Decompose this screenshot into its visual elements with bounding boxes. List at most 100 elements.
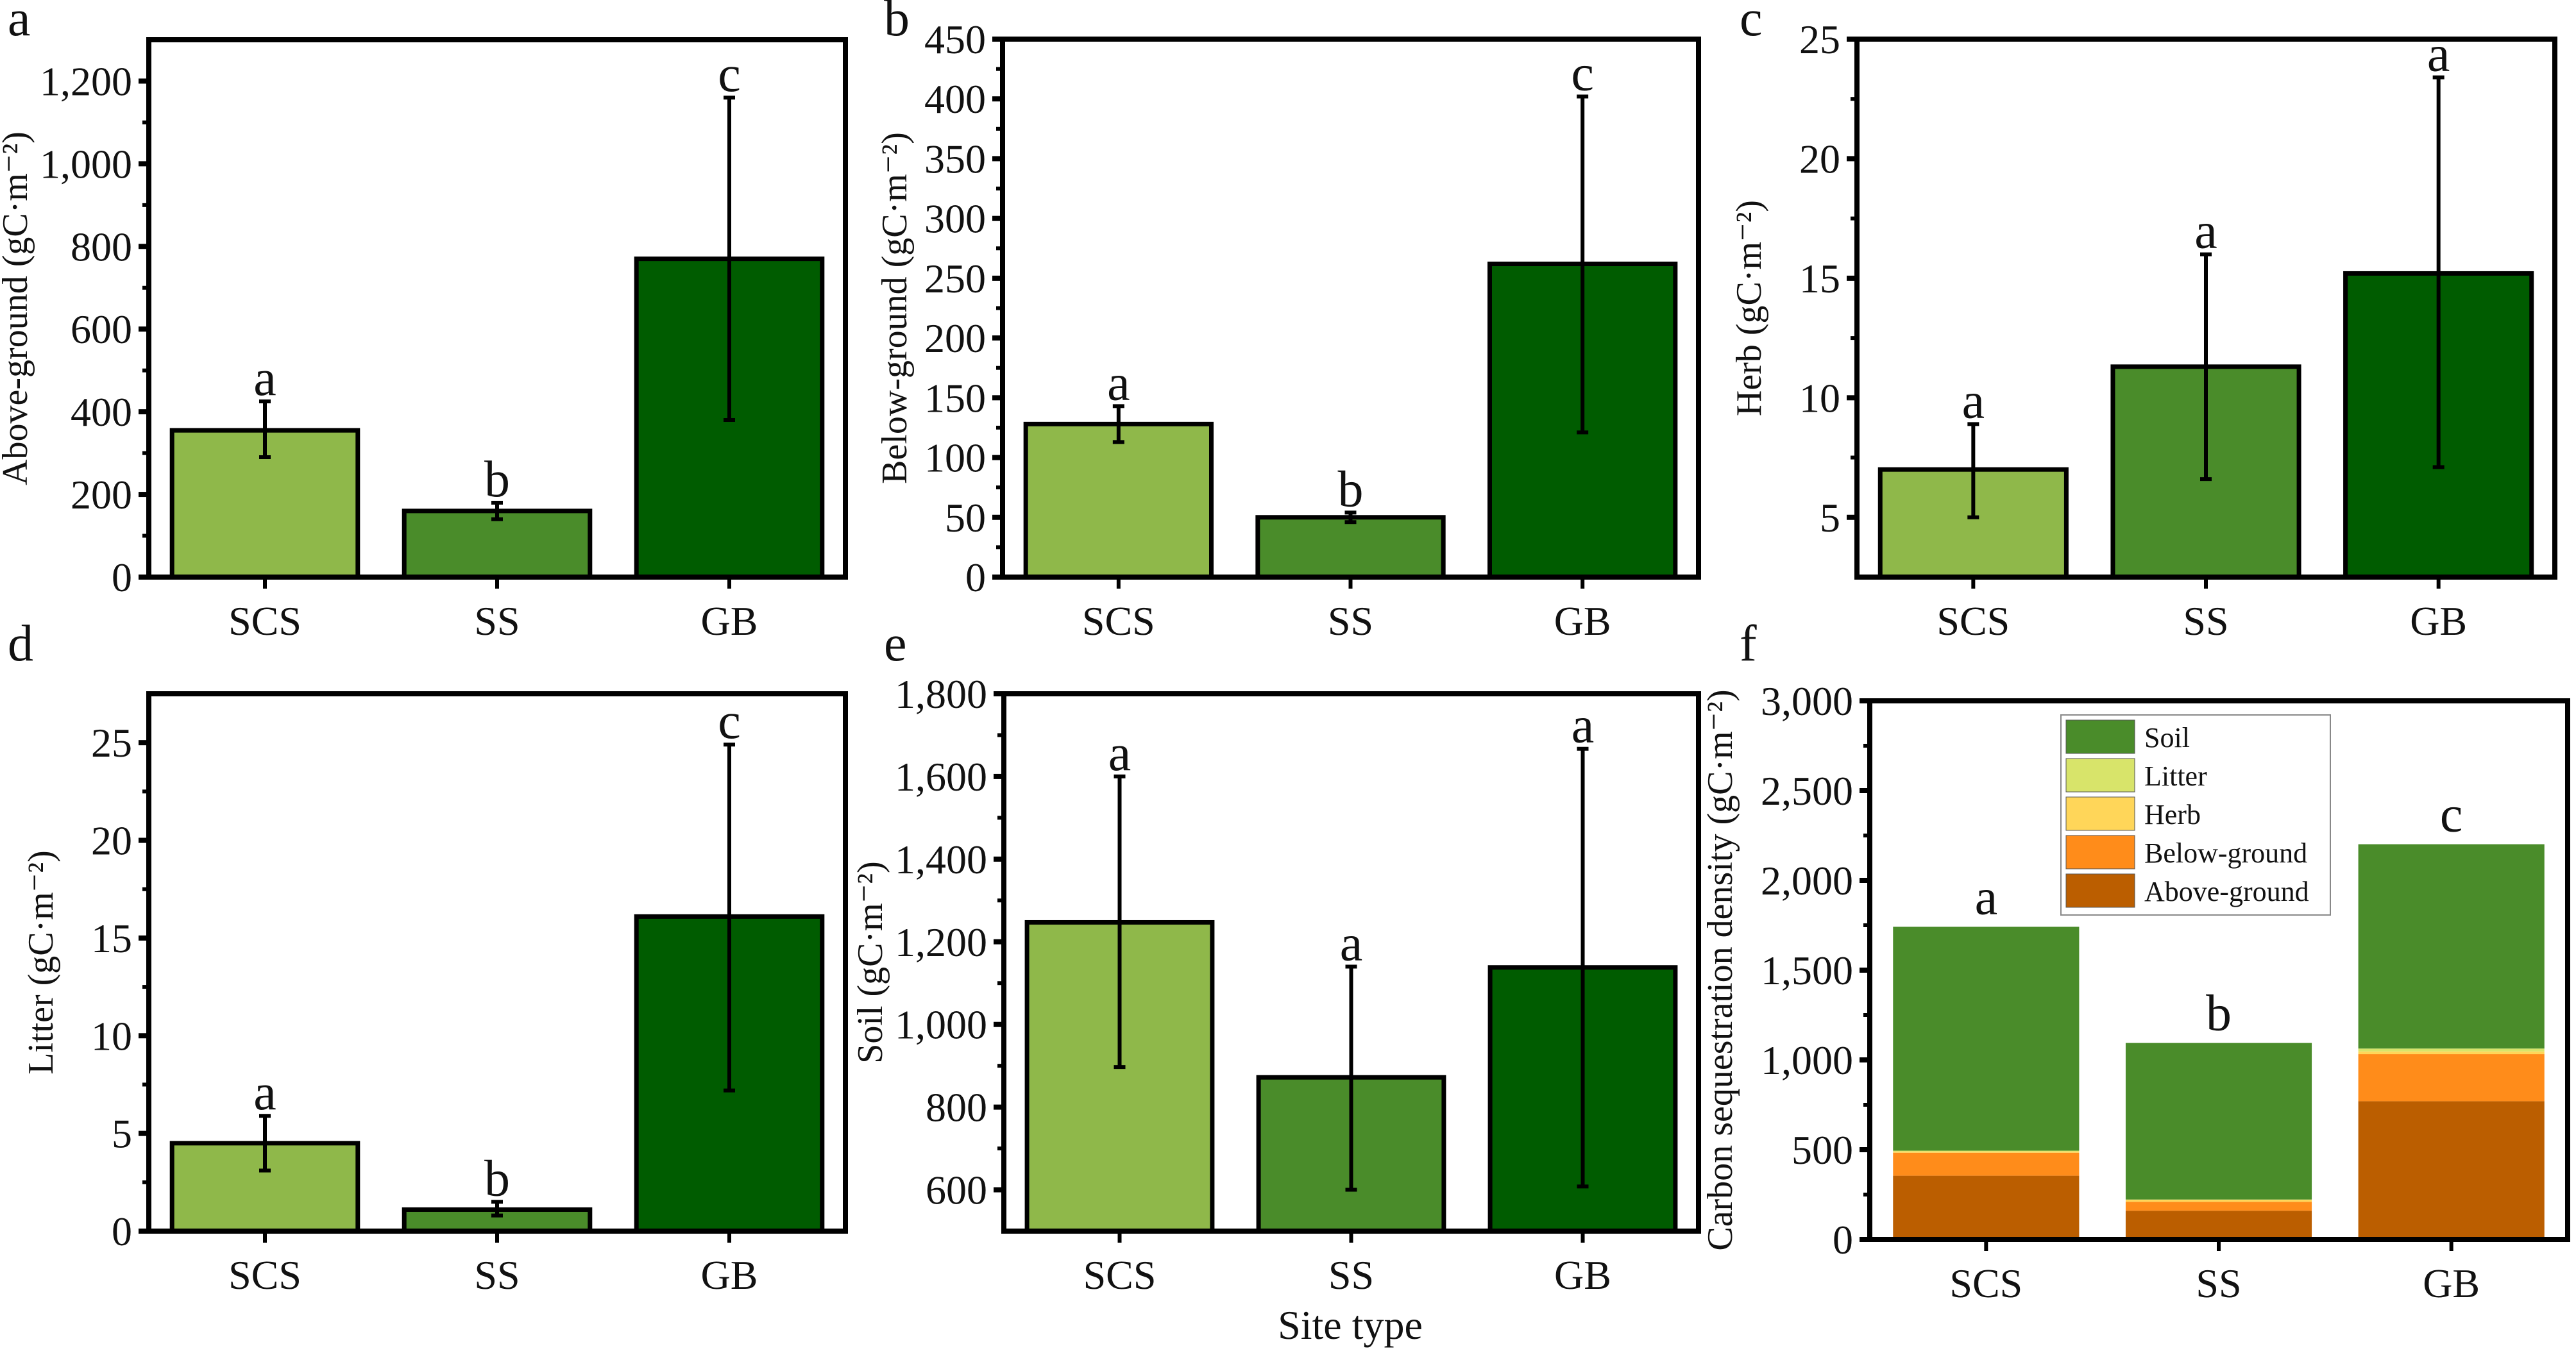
y-tick-label: 20 <box>91 818 132 864</box>
y-tick-label: 100 <box>924 435 986 481</box>
significance-letter: b <box>484 1150 510 1207</box>
stacked-segment-herb-ss <box>2125 1200 2312 1202</box>
y-tick-label: 25 <box>91 720 132 766</box>
x-tick-label-ss: SS <box>2183 598 2228 644</box>
panel-letter-c: c <box>1740 0 1763 47</box>
x-tick-label-gb: GB <box>2423 1261 2480 1306</box>
stacked-segment-below-ground-gb <box>2358 1054 2545 1102</box>
y-tick-label: 400 <box>924 76 986 122</box>
y-tick-label: 3,000 <box>1761 678 1853 724</box>
y-tick-label: 2,000 <box>1761 858 1853 903</box>
x-tick-label-ss: SS <box>1328 1252 1374 1298</box>
significance-letter: a <box>253 1064 276 1121</box>
panel-f: f a b c Soil Litter Herb Below-ground Above-grou… <box>1700 616 2570 1306</box>
y-tick-label: 1,500 <box>1761 948 1853 993</box>
significance-letter: a <box>1340 915 1363 971</box>
stacked-segment-herb-scs <box>1893 1151 2080 1153</box>
significance-letter: a <box>1108 725 1131 782</box>
significance-letter: a <box>2427 26 2450 83</box>
legend-swatch-above-ground <box>2065 873 2135 908</box>
y-tick-label: 10 <box>91 1013 132 1059</box>
x-tick-label-scs: SCS <box>1082 598 1155 644</box>
x-tick-label-scs: SCS <box>1083 1252 1157 1298</box>
y-tick-label: 15 <box>91 916 132 961</box>
panel-letter-f: f <box>1740 616 1757 672</box>
legend: Soil Litter Herb Below-ground Above-ground <box>2060 714 2331 916</box>
x-tick-label-ss: SS <box>474 598 520 644</box>
significance-letter: b <box>1338 461 1364 517</box>
significance-letter: b <box>484 451 510 508</box>
legend-label: Soil <box>2144 722 2190 753</box>
common-x-axis-title: Site type <box>1278 1302 1423 1348</box>
legend-label: Litter <box>2144 760 2207 792</box>
panel-d: d a b c 0 5 10 15 20 25 SCS SS GB Litter (gC·m⁻²) <box>8 616 848 1298</box>
y-tick-label: 200 <box>924 315 986 361</box>
significance-letter: a <box>1962 373 1985 429</box>
y-tick-label: 1,800 <box>895 671 987 717</box>
stacked-segment-above-ground-gb <box>2358 1101 2545 1239</box>
y-tick-label: 5 <box>1820 495 1840 541</box>
y-tick-label: 2,500 <box>1761 768 1853 814</box>
y-tick-label: 1,200 <box>895 919 987 965</box>
panel-e: e a a a 600 800 1,000 1,200 1,400 1,600 1,800 SCS SS… <box>851 616 1701 1298</box>
x-tick-label-gb: GB <box>701 1252 758 1298</box>
stacked-segment-soil-ss <box>2125 1043 2312 1200</box>
legend-swatch-litter <box>2065 758 2135 793</box>
y-tick-label: 800 <box>71 224 132 269</box>
legend-label: Above-ground <box>2144 876 2309 907</box>
y-tick-label: 500 <box>1792 1127 1853 1173</box>
y-tick-label: 400 <box>71 389 132 435</box>
legend-label: Below-ground <box>2144 837 2307 869</box>
stacked-segment-below-ground-scs <box>1893 1152 2080 1176</box>
panel-b: b a b c 0 50 100 150 200 250 300 350 400 450 SCS SS GB Be… <box>875 0 1701 644</box>
stacked-segment-soil-scs <box>1893 927 2080 1151</box>
x-tick-label-scs: SCS <box>228 1252 301 1298</box>
y-axis-title: Soil (gC·m⁻²) <box>851 861 890 1063</box>
y-tick-label: 15 <box>1799 256 1840 301</box>
x-tick-label-scs: SCS <box>1949 1261 2022 1306</box>
stacked-segment-above-ground-scs <box>1893 1175 2080 1239</box>
y-tick-label: 1,600 <box>895 754 987 800</box>
x-tick-label-ss: SS <box>1328 598 1373 644</box>
panel-letter-d: d <box>8 616 33 672</box>
panel-letter-a: a <box>8 0 31 47</box>
significance-letter: c <box>718 693 741 750</box>
legend-label: Herb <box>2144 799 2201 830</box>
stacked-segment-below-ground-ss <box>2125 1202 2312 1211</box>
y-tick-label: 10 <box>1799 375 1840 421</box>
y-tick-label: 350 <box>924 136 986 181</box>
significance-letter: a <box>1572 698 1595 754</box>
panel-letter-e: e <box>884 616 907 672</box>
bar-scs <box>1023 421 1214 580</box>
y-tick-label: 0 <box>112 555 132 600</box>
y-tick-label: 800 <box>926 1085 987 1130</box>
y-tick-label: 25 <box>1799 17 1840 62</box>
y-tick-label: 0 <box>1833 1217 1853 1263</box>
y-tick-label: 20 <box>1799 136 1840 181</box>
x-tick-label-scs: SCS <box>228 598 301 644</box>
stacked-segment-litter-scs <box>1893 1150 2080 1152</box>
y-tick-label: 600 <box>71 306 132 352</box>
y-tick-label: 1,000 <box>1761 1037 1853 1083</box>
y-tick-label: 1,000 <box>895 1002 987 1048</box>
x-tick-label-gb: GB <box>1554 1252 1611 1298</box>
y-axis-title: Carbon sequestration density (gC·m⁻²) <box>1700 689 1740 1250</box>
y-tick-label: 0 <box>112 1209 132 1254</box>
legend-swatch-soil <box>2065 719 2135 754</box>
y-tick-label: 5 <box>112 1111 132 1157</box>
y-tick-label: 300 <box>924 196 986 242</box>
significance-letter: c <box>2440 787 2463 843</box>
y-tick-label: 600 <box>926 1168 987 1213</box>
stacked-segment-litter-gb <box>2358 1048 2545 1052</box>
y-tick-label: 1,000 <box>40 141 132 187</box>
x-tick-label-gb: GB <box>701 598 758 644</box>
bar-ss <box>1255 515 1446 580</box>
significance-letter: b <box>2206 986 2232 1042</box>
significance-letter: c <box>718 46 741 103</box>
y-tick-label: 150 <box>924 375 986 421</box>
significance-letter: a <box>2194 203 2217 260</box>
x-tick-label-ss: SS <box>474 1252 520 1298</box>
y-tick-label: 1,200 <box>40 58 132 104</box>
y-tick-label: 250 <box>924 256 986 301</box>
